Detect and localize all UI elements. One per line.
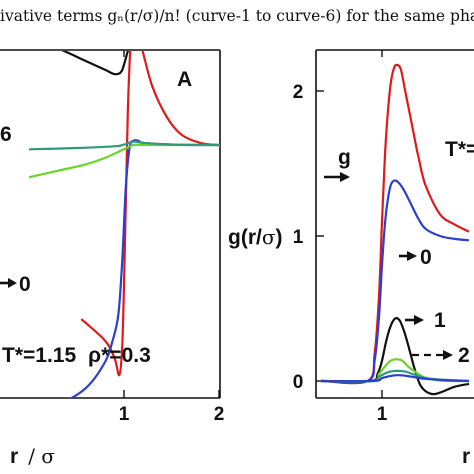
panel-b-state-annotation: T*= — [445, 138, 474, 161]
panel-b-curve-label-1: 1 — [434, 309, 446, 332]
panel-a-xlabel-r: r — [10, 445, 18, 468]
panel-b-arrow-g — [324, 172, 350, 182]
panel-a-xlabel: r / σ — [10, 444, 55, 468]
panel-b-ylabel-g: g(r/ — [228, 226, 262, 249]
panel-b-series-blue-1 — [321, 179, 470, 384]
panel-a-arrow-0 — [0, 278, 17, 288]
panel-b: 0 1 2 1 g(r/σ) g 0 1 2 — [228, 49, 474, 468]
panel-b-ylabel-sigma: σ — [262, 225, 276, 249]
panel-a: 1 2 A 6 0 T*=1.15 ρ*=0.3 r / σ — [0, 49, 225, 468]
panel-a-series-blue-2 — [69, 139, 220, 398]
panel-b-curve-label-2: 2 — [458, 344, 470, 367]
panel-a-xlabel-rest: / σ — [28, 444, 55, 468]
panel-a-series — [28, 51, 220, 398]
panel-a-state-annotation: T*=1.15 ρ*=0.3 — [2, 344, 151, 367]
panel-a-state-rho: ρ*=0.3 — [88, 344, 151, 367]
panel-a-series-green-3 — [28, 143, 220, 179]
panel-a-series-black-0 — [61, 51, 130, 76]
panel-b-ytick-label-2: 2 — [293, 82, 304, 103]
panel-a-series-teal-4 — [28, 140, 220, 151]
panel-b-curve-label-0: 0 — [420, 246, 432, 269]
caption: ivative terms gₙ(r/σ)/n! (curve-1 to cur… — [0, 7, 474, 25]
panel-a-xtick-label-2: 2 — [214, 404, 225, 425]
panel-b-xtick-label-1: 1 — [377, 404, 388, 425]
panel-b-arrow-2 — [412, 350, 453, 360]
panel-b-xlabel: r — [462, 445, 470, 468]
panel-b-series-blue-5 — [321, 374, 470, 383]
panel-a-label: A — [177, 68, 192, 91]
panel-a-curve-label-6: 6 — [0, 123, 12, 146]
panel-b-arrow-1 — [405, 315, 424, 325]
panel-a-state-T: T*=1.15 — [2, 344, 76, 367]
panel-a-curve-label-0: 0 — [19, 273, 31, 296]
panel-b-ytick-label-0: 0 — [293, 372, 304, 393]
panel-b-ylabel-close: ) — [275, 226, 282, 249]
panel-b-arrow-0 — [399, 251, 417, 261]
panel-b-ylabel: g(r/σ) — [228, 225, 282, 249]
panel-b-curve-label-g: g — [338, 146, 351, 169]
panel-a-series-red-1 — [80, 51, 220, 377]
panel-b-series-black-2 — [321, 317, 470, 396]
panel-a-xtick-label-1: 1 — [119, 404, 130, 425]
panel-b-ytick-label-1: 1 — [293, 227, 304, 248]
panel-b-series — [321, 63, 470, 396]
panel-b-series-red-0 — [321, 63, 470, 385]
